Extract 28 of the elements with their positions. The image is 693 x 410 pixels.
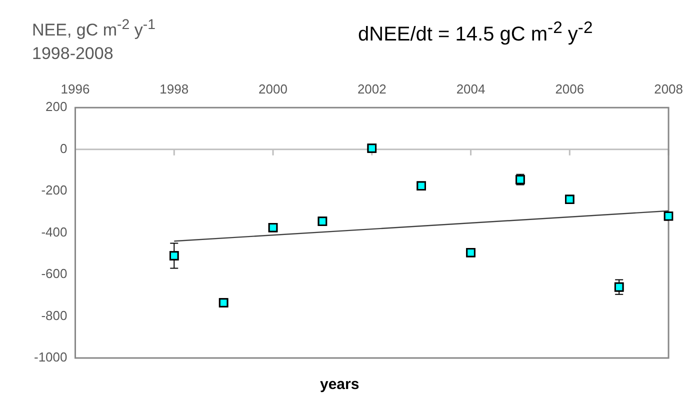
- point: [268, 222, 278, 232]
- chart-subtitle: 1998-2008: [32, 44, 114, 64]
- x-tick-label: 1996: [60, 81, 90, 96]
- x-tick-label: 2002: [357, 81, 386, 96]
- point: [218, 298, 228, 308]
- x-tick-label: 2008: [654, 81, 683, 96]
- x-tick-label: 2000: [258, 81, 288, 96]
- y-tick-label: -1000: [34, 350, 68, 365]
- y-axis-title: NEE, gC m$^{-2}$ y$^{-1}$: [32, 17, 156, 41]
- point: [169, 251, 179, 260]
- point: [664, 211, 674, 221]
- y-tick-label: 200: [46, 99, 68, 114]
- point: [416, 181, 426, 190]
- point: [318, 216, 328, 226]
- y-tick-label: 0: [60, 140, 68, 156]
- y-tick-label: -600: [41, 266, 68, 282]
- chart-title: dNEE/dt = 14.5 gC m$^{-2}$ y$^{-2}$: [358, 18, 593, 47]
- x-axis-title: years: [320, 376, 360, 393]
- y-tick-label: -400: [41, 224, 68, 240]
- point: [614, 282, 624, 292]
- x-tick-label: 2004: [456, 81, 486, 96]
- y-tick-label: -200: [41, 182, 68, 198]
- x-tick-label: 1998: [160, 81, 189, 96]
- point: [565, 194, 574, 204]
- x-tick-label: 2006: [555, 81, 584, 96]
- y-tick-label: -800: [41, 308, 68, 323]
- point: [466, 248, 476, 258]
- point: [367, 144, 377, 153]
